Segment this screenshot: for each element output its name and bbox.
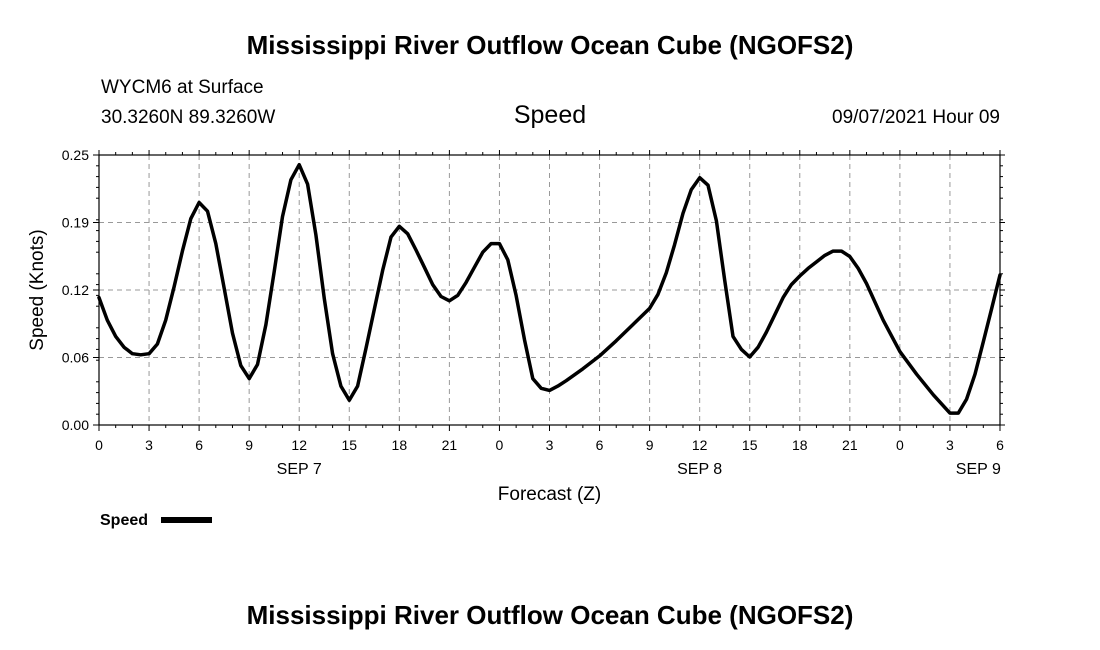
x-tick-label: 18 (392, 437, 408, 453)
x-axis-label: Forecast (Z) (498, 484, 601, 505)
x-tick-label: 15 (742, 437, 758, 453)
series-lines (97, 162, 1002, 415)
x-tick-label: 0 (95, 437, 103, 453)
y-tick-label: 0.12 (62, 282, 89, 298)
x-tick-label: 0 (896, 437, 904, 453)
chart-title: Mississippi River Outflow Ocean Cube (NG… (246, 30, 854, 60)
speed-series-line (97, 162, 1002, 415)
y-tick-label: 0.19 (62, 215, 89, 231)
x-tick-label: 6 (996, 437, 1004, 453)
x-tick-label: 0 (496, 437, 504, 453)
x-tick-label: 18 (792, 437, 808, 453)
station-coordinates: 30.3260N 89.3260W (101, 107, 276, 128)
y-tick-label: 0.25 (62, 147, 89, 163)
x-tick-label: 3 (946, 437, 954, 453)
tick-labels: 0 3 6 9 12 15 18 21 0 3 6 9 12 15 18 21 0 3 6 SEP 7 SEP 8 SEP… (62, 147, 1004, 478)
legend-label: Speed (100, 512, 148, 529)
footer-title: Mississippi River Outflow Ocean Cube (NG… (246, 600, 854, 630)
x-tick-label: 12 (692, 437, 708, 453)
x-tick-label: 3 (546, 437, 554, 453)
legend-swatch (161, 517, 212, 523)
forecast-datetime: 09/07/2021 Hour 09 (832, 107, 1000, 128)
date-label: SEP 7 (277, 461, 322, 478)
y-tick-label: 0.00 (62, 417, 89, 433)
x-tick-label: 21 (442, 437, 458, 453)
date-label: SEP 8 (677, 461, 722, 478)
variable-title: Speed (513, 101, 587, 129)
x-tick-label: 6 (195, 437, 203, 453)
x-tick-label: 15 (341, 437, 357, 453)
x-tick-label: 12 (291, 437, 307, 453)
x-tick-label: 6 (596, 437, 604, 453)
plot-frame (98, 154, 1001, 426)
x-tick-label: 21 (842, 437, 858, 453)
x-tick-label: 9 (245, 437, 253, 453)
x-tick-label: 9 (646, 437, 654, 453)
x-tick-label: 3 (145, 437, 153, 453)
date-label: SEP 9 (956, 461, 1001, 478)
y-axis-label: Speed (Knots) (27, 229, 48, 350)
y-tick-label: 0.06 (62, 350, 89, 366)
legend: Speed (100, 512, 212, 529)
station-label: WYCM6 at Surface (101, 77, 264, 98)
grid-lines (99, 155, 1000, 425)
